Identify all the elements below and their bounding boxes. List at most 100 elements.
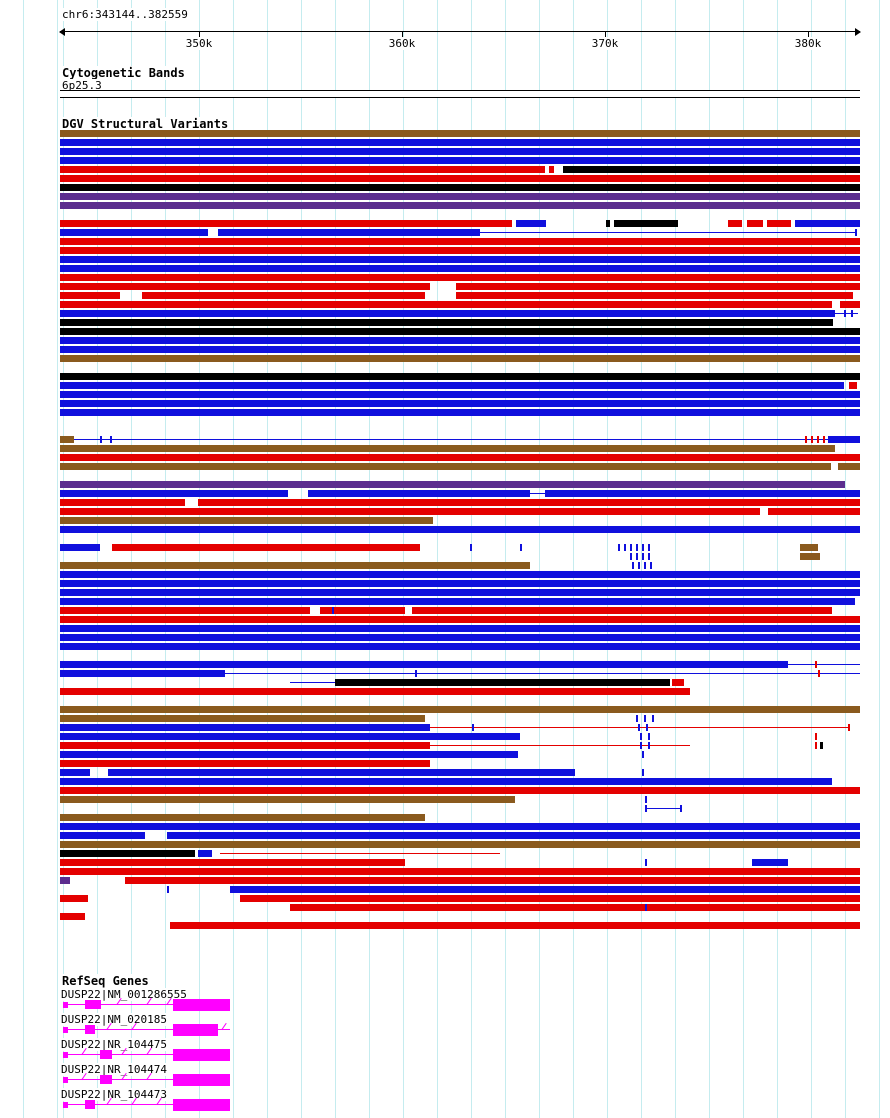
dgv-variant-tick[interactable]: [638, 724, 640, 731]
dgv-variant-bar[interactable]: [60, 850, 195, 857]
dgv-variant-tick[interactable]: [630, 544, 632, 551]
dgv-variant-bar[interactable]: [60, 148, 860, 155]
dgv-variant-bar[interactable]: [60, 895, 88, 902]
dgv-variant-tick[interactable]: [848, 724, 850, 731]
dgv-variant-tick[interactable]: [632, 562, 634, 569]
dgv-variant-bar[interactable]: [60, 265, 860, 272]
dgv-variant-bar[interactable]: [60, 301, 832, 308]
dgv-variant-bar[interactable]: [60, 337, 860, 344]
dgv-variant-bar[interactable]: [60, 877, 70, 884]
dgv-variant-tick[interactable]: [644, 562, 646, 569]
gene-exon[interactable]: [173, 1099, 230, 1111]
dgv-variant-bar[interactable]: [60, 823, 860, 830]
dgv-variant-bar[interactable]: [218, 229, 480, 236]
dgv-variant-line[interactable]: [788, 664, 860, 665]
dgv-variant-tick[interactable]: [851, 310, 853, 317]
dgv-variant-bar[interactable]: [60, 670, 225, 677]
dgv-variant-bar[interactable]: [230, 886, 860, 893]
dgv-variant-bar[interactable]: [60, 220, 512, 227]
dgv-variant-tick[interactable]: [645, 796, 647, 803]
dgv-variant-tick[interactable]: [650, 661, 652, 668]
dgv-variant-tick[interactable]: [830, 778, 832, 785]
dgv-variant-bar[interactable]: [60, 598, 855, 605]
dgv-variant-bar[interactable]: [60, 490, 288, 497]
dgv-variant-bar[interactable]: [240, 895, 860, 902]
gene-exon[interactable]: [63, 1077, 68, 1083]
dgv-variant-bar[interactable]: [60, 913, 85, 920]
dgv-variant-bar[interactable]: [563, 166, 860, 173]
dgv-variant-bar[interactable]: [60, 283, 430, 290]
dgv-variant-bar[interactable]: [456, 292, 853, 299]
dgv-variant-tick[interactable]: [818, 670, 820, 677]
dgv-variant-bar[interactable]: [456, 283, 860, 290]
dgv-variant-bar[interactable]: [60, 256, 860, 263]
dgv-variant-line[interactable]: [835, 313, 858, 314]
dgv-variant-bar[interactable]: [60, 445, 835, 452]
dgv-variant-tick[interactable]: [636, 715, 638, 722]
dgv-variant-bar[interactable]: [60, 625, 860, 632]
dgv-variant-tick[interactable]: [100, 436, 102, 443]
dgv-variant-bar[interactable]: [60, 157, 860, 164]
dgv-variant-bar[interactable]: [60, 382, 844, 389]
dgv-variant-tick[interactable]: [646, 724, 648, 731]
dgv-variant-bar[interactable]: [60, 436, 74, 443]
dgv-variant-tick[interactable]: [644, 661, 646, 668]
dgv-variant-tick[interactable]: [640, 742, 642, 749]
dgv-variant-tick[interactable]: [472, 724, 474, 731]
dgv-variant-bar[interactable]: [60, 607, 310, 614]
dgv-variant-bar[interactable]: [60, 346, 860, 353]
dgv-variant-bar[interactable]: [60, 832, 145, 839]
dgv-variant-tick[interactable]: [645, 904, 647, 911]
dgv-variant-tick[interactable]: [645, 805, 647, 812]
dgv-variant-tick[interactable]: [636, 553, 638, 560]
dgv-variant-tick[interactable]: [680, 805, 682, 812]
dgv-variant-tick[interactable]: [642, 769, 644, 776]
dgv-variant-bar[interactable]: [60, 733, 520, 740]
dgv-variant-bar[interactable]: [60, 814, 425, 821]
dgv-variant-bar[interactable]: [320, 607, 405, 614]
dgv-variant-bar[interactable]: [60, 634, 860, 641]
dgv-variant-tick[interactable]: [805, 436, 807, 443]
gene-label[interactable]: DUSP22|NR_104475: [60, 1038, 168, 1051]
dgv-variant-bar[interactable]: [60, 499, 185, 506]
dgv-variant-tick[interactable]: [648, 553, 650, 560]
cytoband-rect[interactable]: [60, 90, 860, 98]
dgv-variant-tick[interactable]: [652, 715, 654, 722]
dgv-variant-bar[interactable]: [728, 220, 742, 227]
dgv-variant-bar[interactable]: [60, 751, 518, 758]
dgv-variant-bar[interactable]: [60, 139, 860, 146]
dgv-variant-tick[interactable]: [642, 544, 644, 551]
dgv-variant-bar[interactable]: [795, 220, 860, 227]
gene-exon[interactable]: [63, 1102, 68, 1108]
dgv-variant-bar[interactable]: [60, 778, 830, 785]
gene-exon[interactable]: [100, 1075, 112, 1084]
dgv-variant-tick[interactable]: [855, 229, 857, 236]
dgv-variant-tick[interactable]: [642, 553, 644, 560]
gene-exon[interactable]: [173, 999, 230, 1011]
dgv-variant-tick[interactable]: [638, 661, 640, 668]
dgv-variant-bar[interactable]: [60, 571, 860, 578]
gene-exon[interactable]: [85, 1000, 101, 1009]
dgv-variant-tick[interactable]: [632, 661, 634, 668]
dgv-variant-tick[interactable]: [815, 742, 817, 749]
dgv-variant-tick[interactable]: [645, 859, 647, 866]
gene-exon[interactable]: [173, 1024, 218, 1036]
dgv-variant-bar[interactable]: [768, 508, 860, 515]
gene-exon[interactable]: [63, 1027, 68, 1033]
dgv-variant-bar[interactable]: [838, 463, 860, 470]
dgv-variant-bar[interactable]: [60, 184, 860, 191]
dgv-variant-bar[interactable]: [828, 436, 860, 443]
dgv-variant-tick[interactable]: [110, 436, 112, 443]
dgv-variant-tick[interactable]: [640, 733, 642, 740]
dgv-variant-bar[interactable]: [60, 661, 788, 668]
dgv-variant-bar[interactable]: [60, 742, 430, 749]
dgv-variant-tick[interactable]: [817, 436, 819, 443]
dgv-variant-bar[interactable]: [60, 760, 430, 767]
dgv-variant-bar[interactable]: [60, 796, 515, 803]
dgv-variant-tick[interactable]: [844, 310, 846, 317]
dgv-variant-bar[interactable]: [60, 328, 860, 335]
dgv-variant-bar[interactable]: [60, 193, 860, 200]
dgv-variant-tick[interactable]: [606, 220, 610, 227]
dgv-variant-bar[interactable]: [849, 382, 857, 389]
dgv-variant-bar[interactable]: [60, 526, 860, 533]
